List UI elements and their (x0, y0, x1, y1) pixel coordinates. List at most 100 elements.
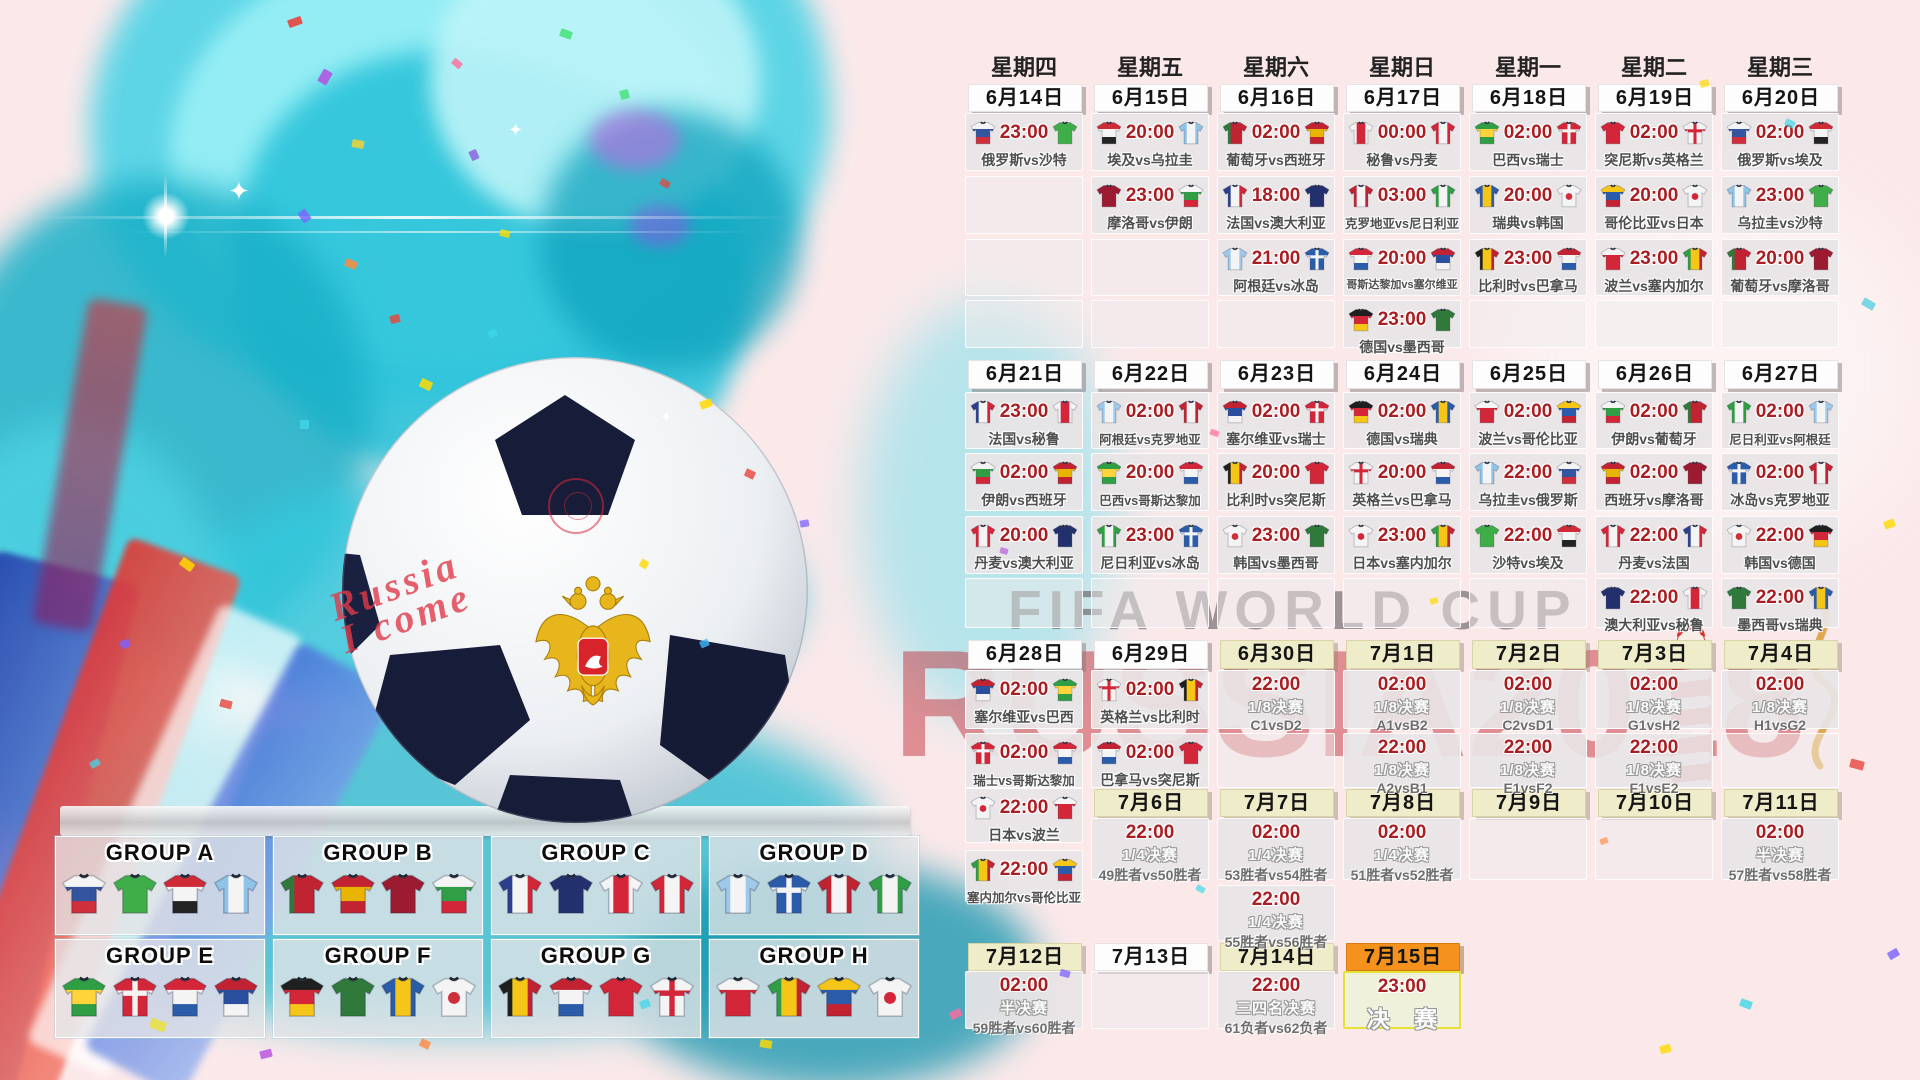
jersey-icon-DK (970, 524, 996, 548)
match-time: 20:00 (1125, 122, 1175, 143)
knockout-cell: 22:00 1/8决赛 A2vsB1 (1343, 733, 1461, 796)
stage-label: 1/8决赛 (1500, 699, 1556, 716)
pairing-label: 49胜者vs50胜者 (1098, 867, 1202, 883)
match-time: 02:00 (1755, 822, 1805, 843)
match-time: 22:00 (1503, 462, 1553, 483)
jersey-icon-BR (1052, 678, 1078, 702)
match-cell: 22:00 乌拉圭vs俄罗斯 (1469, 453, 1587, 511)
jersey-icon-CR (1178, 461, 1204, 485)
match-header-row: 20:00 (1470, 177, 1586, 212)
splash-blob (630, 205, 690, 247)
jersey-icon-EN (1348, 461, 1374, 485)
match-cell: 20:00 比利时vs突尼斯 (1217, 453, 1335, 511)
match-teams: 巴西vs瑞士 (1492, 152, 1564, 168)
stage-label: 半决赛 (999, 1000, 1048, 1017)
jersey-icon-BE (1222, 461, 1248, 485)
jersey-icon-EN (1682, 121, 1708, 145)
jersey-icon-HR (1348, 184, 1374, 208)
jersey-icon-NG (1096, 524, 1122, 548)
knockout-cell: 02:00 半决赛 57胜者vs58胜者 (1721, 818, 1839, 883)
jersey-icon-MX (1430, 308, 1456, 332)
jersey-icon-EG (163, 873, 208, 914)
match-teams: 巴拿马vs突尼斯 (1100, 772, 1200, 788)
match-time: 18:00 (1251, 185, 1301, 206)
empty-cell (1091, 971, 1209, 1029)
match-time: 23:00 (1125, 185, 1175, 206)
date-header: 7月15日 (1346, 943, 1460, 971)
match-cell: 23:00 德国vs墨西哥 (1343, 300, 1461, 355)
group-kits (492, 971, 700, 1023)
jersey-icon-IR (1178, 184, 1204, 208)
sparkle-icon: ✦ (508, 120, 524, 140)
jersey-icon-MA (1096, 184, 1122, 208)
group-title: GROUP C (541, 840, 651, 865)
jersey-icon-IS (766, 873, 811, 914)
match-time: 02:00 (1503, 401, 1553, 422)
match-header-row: 23:00 (1344, 301, 1460, 336)
knockout-cell: 22:00 1/4决赛 55胜者vs56胜者 (1217, 885, 1335, 950)
jersey-icon-IR (432, 873, 477, 914)
match-time: 23:00 (1377, 976, 1427, 997)
match-teams: 冰岛vs克罗地亚 (1730, 492, 1830, 508)
stage-label: 三四名决赛 (1235, 1000, 1316, 1017)
match-teams: 尼日利亚vs阿根廷 (1729, 433, 1831, 447)
match-time: 22:00 (1629, 587, 1679, 608)
match-teams: 墨西哥vs瑞典 (1737, 617, 1823, 633)
match-cell: 21:00 阿根廷vs冰岛 (1217, 239, 1335, 296)
date-header: 6月22日 (1094, 360, 1208, 389)
match-time: 02:00 (1125, 401, 1175, 422)
stage-label: 1/8决赛 (1626, 699, 1682, 716)
jersey-icon-BR (1096, 461, 1122, 485)
match-header-row: 20:00 (1092, 114, 1208, 149)
jersey-icon-SN (970, 858, 996, 882)
date-header: 6月28日 (968, 640, 1082, 669)
match-cell: 23:00 比利时vs巴拿马 (1469, 239, 1587, 296)
match-cell: 02:00 英格兰vs比利时 (1091, 670, 1209, 729)
match-teams: 葡萄牙vs摩洛哥 (1730, 278, 1830, 294)
jersey-icon-RU (1556, 461, 1582, 485)
confetti-piece (418, 1038, 432, 1050)
jersey-icon-SN (1430, 524, 1456, 548)
jersey-icon-BE (1474, 247, 1500, 271)
match-cell: 22:00 日本vs波兰 (965, 788, 1083, 843)
jersey-icon-NG (868, 873, 913, 914)
pairing-label: A2vsB1 (1376, 780, 1428, 796)
jersey-icon-PE (1348, 121, 1374, 145)
date-header: 6月25日 (1472, 360, 1586, 389)
jersey-icon-AU (1304, 184, 1330, 208)
match-teams: 乌拉圭vs沙特 (1737, 215, 1823, 231)
match-header-row: 03:00 (1344, 177, 1460, 212)
jersey-icon-RU (61, 873, 106, 914)
match-cell: 22:00 丹麦vs法国 (1595, 516, 1713, 574)
stage-label: 1/8决赛 (1626, 762, 1682, 779)
match-time: 22:00 (1251, 674, 1301, 695)
date-header: 7月4日 (1724, 640, 1838, 669)
match-cell: 02:00 巴拿马vs突尼斯 (1091, 733, 1209, 788)
match-time: 02:00 (1503, 674, 1553, 695)
jersey-icon-RS (970, 678, 996, 702)
match-header-row: 23:00 (1722, 177, 1838, 212)
jersey-icon-CR (163, 976, 208, 1017)
jersey-icon-CH (970, 741, 996, 765)
date-header: 6月20日 (1724, 84, 1838, 112)
jersey-icon-PA (1556, 247, 1582, 271)
pairing-label: C2vsD1 (1502, 717, 1554, 733)
match-teams: 俄罗斯vs埃及 (1737, 152, 1823, 168)
match-teams: 日本vs塞内加尔 (1352, 555, 1452, 571)
empty-cell (1343, 578, 1461, 628)
match-cell: 23:00 摩洛哥vs伊朗 (1091, 176, 1209, 234)
match-teams: 摩洛哥vs伊朗 (1107, 215, 1193, 231)
match-time: 20:00 (1377, 462, 1427, 483)
match-time: 20:00 (1629, 185, 1679, 206)
jersey-icon-DK (1430, 121, 1456, 145)
jersey-icon-IS (1726, 461, 1752, 485)
jersey-icon-JP (868, 976, 913, 1017)
match-time: 02:00 (999, 742, 1049, 763)
pairing-label: C1vsD2 (1250, 717, 1302, 733)
match-header-row: 23:00 (966, 393, 1082, 428)
match-time: 02:00 (999, 975, 1049, 996)
match-time: 22:00 (1503, 525, 1553, 546)
match-header-row: 23:00 (1218, 517, 1334, 552)
pairing-label: G1vsH2 (1627, 717, 1681, 733)
